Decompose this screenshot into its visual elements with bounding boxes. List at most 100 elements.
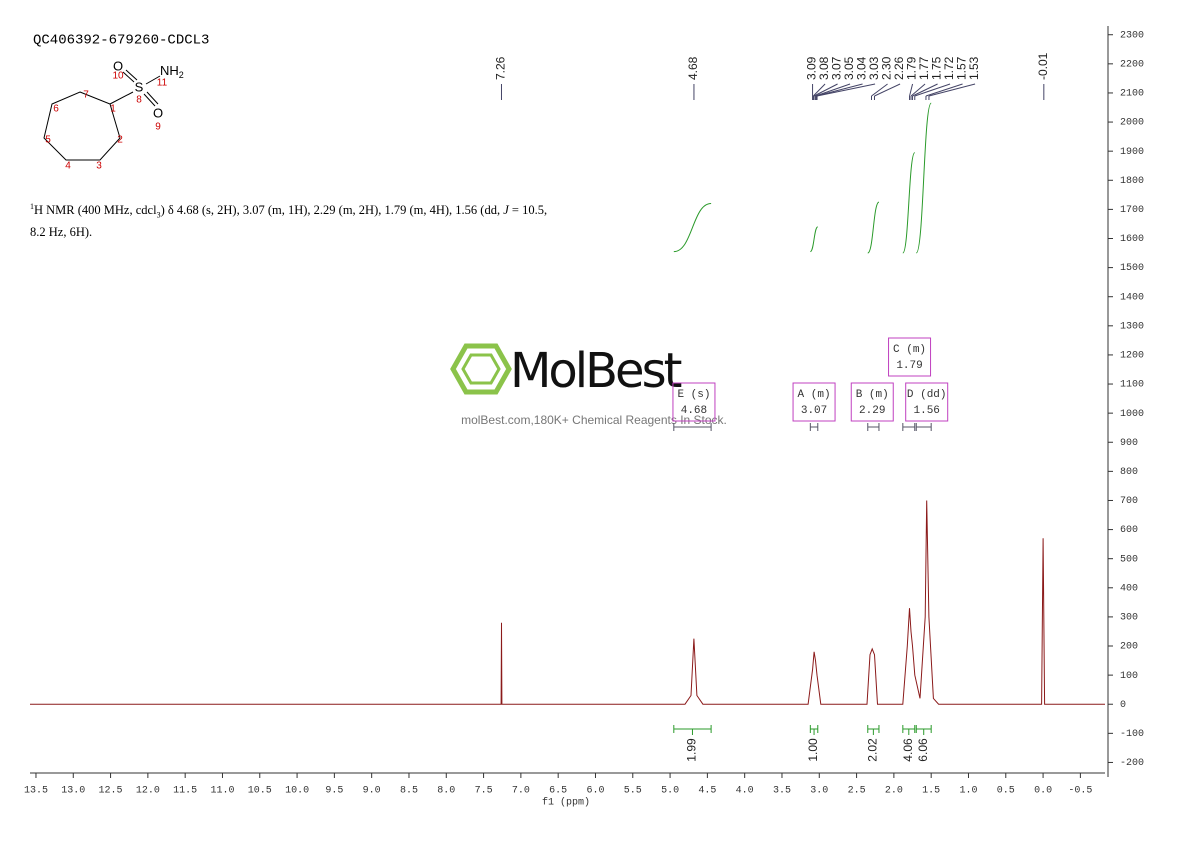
peak-leader <box>909 83 914 97</box>
integral-value: 4.06 <box>901 738 915 762</box>
y-tick-label: -100 <box>1120 729 1144 740</box>
y-tick-label: 1800 <box>1120 176 1144 187</box>
multiplet-label: C (m) <box>893 344 926 356</box>
peak-leader <box>813 83 838 97</box>
atom-label: NH2 <box>160 63 184 80</box>
atom-label: S <box>135 79 144 94</box>
atom-number: 2 <box>117 135 123 146</box>
y-tick-label: 1200 <box>1120 351 1144 362</box>
multiplet-shift: 1.79 <box>896 360 922 372</box>
y-tick-label: 1700 <box>1120 205 1144 216</box>
atom-number: 1 <box>110 104 116 115</box>
multiplet-box <box>888 337 932 377</box>
logo <box>461 353 501 385</box>
logo <box>450 343 512 395</box>
atom-number: 9 <box>155 122 161 133</box>
atom-number: 6 <box>53 104 59 115</box>
integral-curve <box>673 203 712 253</box>
y-tick-label: 1300 <box>1120 321 1144 332</box>
bond <box>146 91 159 105</box>
y-tick-label: 100 <box>1120 671 1138 682</box>
x-tick-label: 6.5 <box>549 786 567 797</box>
bond <box>122 71 135 83</box>
y-tick-label: 800 <box>1120 467 1138 478</box>
peak-leader <box>910 83 926 97</box>
multiplet-label: D (dd) <box>907 389 947 401</box>
chart-title: QC406392-679260-CDCL3 <box>33 33 209 49</box>
text: ) δ 4.68 (s, 2H), 3.07 (m, 1H), 2.29 (m,… <box>160 203 504 218</box>
y-tick-label: 600 <box>1120 525 1138 536</box>
bond <box>125 69 138 81</box>
y-tick-label: 1000 <box>1120 409 1144 420</box>
ring <box>43 91 121 161</box>
x-tick-label: 4.0 <box>736 786 754 797</box>
x-tick-label: 5.5 <box>624 786 642 797</box>
integral-value: 2.02 <box>866 738 880 762</box>
x-tick-label: 9.5 <box>325 786 343 797</box>
x-tick-label: 9.0 <box>363 786 381 797</box>
atom-label: 2 <box>179 70 184 80</box>
multiplet-box <box>905 382 949 422</box>
y-tick-label: 200 <box>1120 642 1138 653</box>
x-tick-label: 10.0 <box>285 786 309 797</box>
x-tick-label: -0.5 <box>1068 786 1092 797</box>
peak-leader <box>812 83 826 97</box>
x-axis-label: f1 (ppm) <box>542 797 590 809</box>
y-tick-label: 0 <box>1120 700 1126 711</box>
peak-label: 3.07 <box>830 56 844 80</box>
peak-leader <box>816 83 863 97</box>
x-tick-label: 13.0 <box>61 786 85 797</box>
integral-value: 1.99 <box>685 738 699 762</box>
text: H NMR (400 MHz, cdcl <box>34 203 157 218</box>
x-tick-label: 12.5 <box>99 786 123 797</box>
atom-label: O <box>113 58 123 73</box>
watermark-brand: MolBest <box>510 343 682 399</box>
peak-label: 7.26 <box>494 56 508 80</box>
bond <box>109 91 134 105</box>
peak-label: 3.04 <box>855 56 869 80</box>
x-tick-label: 4.5 <box>698 786 716 797</box>
peak-label: 1.77 <box>917 56 931 80</box>
molecule <box>43 69 161 161</box>
x-tick-label: 10.5 <box>248 786 272 797</box>
atom-label: O <box>153 105 163 120</box>
peak-label: 3.05 <box>842 56 856 80</box>
peak-leader <box>912 83 938 97</box>
x-tick-label: 1.0 <box>959 786 977 797</box>
x-tick-label: 13.5 <box>24 786 48 797</box>
atom-number: 3 <box>96 161 102 172</box>
x-tick-label: 7.5 <box>475 786 493 797</box>
atom-number: 8 <box>136 95 142 106</box>
peak-label: 1.57 <box>955 56 969 80</box>
peak-label: 3.03 <box>867 56 881 80</box>
x-tick-label: 0.0 <box>1034 786 1052 797</box>
peak-label: 4.68 <box>686 56 700 80</box>
peak-label: -0.01 <box>1036 52 1050 80</box>
y-tick-label: 1400 <box>1120 292 1144 303</box>
text: 3 <box>156 210 161 220</box>
integral-curve <box>902 152 916 254</box>
peak-leader <box>874 83 901 97</box>
bond <box>145 75 161 85</box>
multiplet-shift: 4.68 <box>681 405 707 417</box>
peak-leader <box>928 83 976 97</box>
x-tick-label: 3.5 <box>773 786 791 797</box>
line: 8.2 Hz, 6H). <box>30 224 93 239</box>
atom-number: 11 <box>157 78 168 89</box>
peak-label: 3.08 <box>817 56 831 80</box>
x-tick-label: 3.0 <box>810 786 828 797</box>
y-tick-label: 2000 <box>1120 118 1144 129</box>
y-tick-label: 1500 <box>1120 263 1144 274</box>
x-tick-label: 11.0 <box>210 786 234 797</box>
spectrum-line <box>30 500 1105 705</box>
integral-value: 6.06 <box>916 738 930 762</box>
atom-number: 4 <box>65 161 71 172</box>
text: = 10.5, <box>508 203 548 218</box>
y-tick-label: 2300 <box>1120 30 1144 41</box>
multiplet-shift: 2.29 <box>859 405 885 417</box>
x-tick-label: 12.0 <box>136 786 160 797</box>
x-tick-label: 2.5 <box>848 786 866 797</box>
x-tick-label: 8.0 <box>437 786 455 797</box>
x-tick-label: 8.5 <box>400 786 418 797</box>
peak-leader <box>871 83 888 97</box>
